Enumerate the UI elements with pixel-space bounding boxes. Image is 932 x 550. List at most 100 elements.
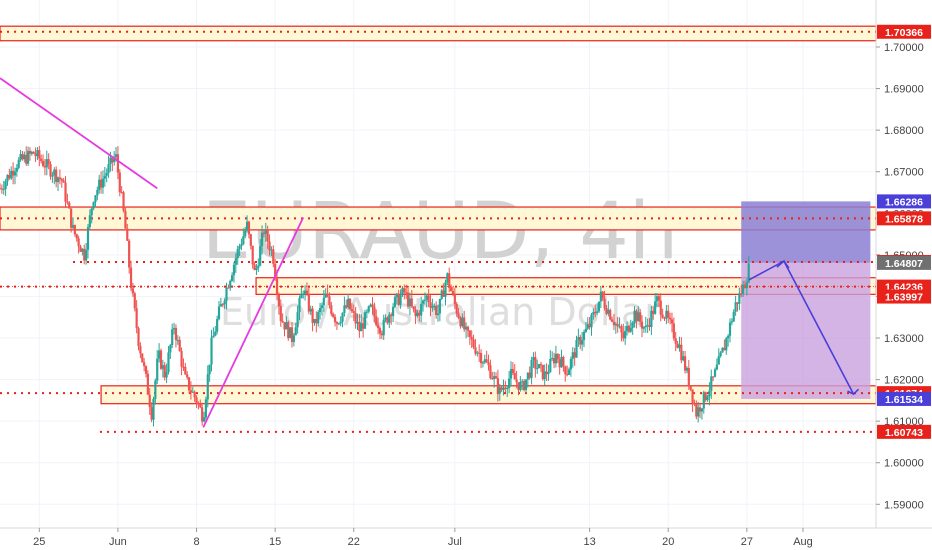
candle-body	[264, 229, 267, 234]
candle-body	[377, 325, 380, 329]
candlesticks	[0, 146, 750, 427]
candle-body	[678, 344, 681, 348]
candle-body	[311, 308, 314, 323]
candle-body	[21, 154, 24, 160]
candle-body	[721, 347, 724, 353]
candle-body	[667, 310, 670, 318]
candle-body	[373, 307, 376, 317]
candle-body	[193, 391, 196, 398]
candle-body	[468, 330, 471, 337]
candle-body	[13, 171, 17, 176]
candle-body	[146, 373, 149, 395]
candle-body	[654, 301, 657, 314]
price-label-bg	[877, 211, 931, 226]
candle-body	[169, 345, 172, 353]
time-axis[interactable]: 25 Jun 8 15 22 Jul 13 20 27 Aug	[33, 528, 813, 548]
candle-body	[479, 353, 483, 364]
candle-body	[144, 366, 148, 374]
candle-body	[148, 394, 151, 408]
candle-body	[137, 328, 140, 347]
candle-body	[418, 312, 421, 316]
candle-body	[92, 202, 95, 209]
candle-body	[129, 267, 133, 289]
candle-body	[532, 357, 535, 361]
price-label-bg	[877, 24, 931, 39]
candle-body	[691, 389, 694, 403]
candle-body	[631, 322, 634, 328]
candle-body	[201, 407, 204, 422]
candle-body	[700, 408, 704, 412]
candle-body	[496, 378, 499, 394]
candle-body	[616, 323, 619, 327]
candle-body	[156, 358, 159, 381]
candle-body	[6, 174, 9, 182]
candle-body	[500, 387, 503, 390]
candle-body	[391, 306, 395, 317]
candle-body	[738, 293, 741, 304]
candle-body	[242, 236, 245, 245]
candle-body	[674, 338, 677, 344]
candle-body	[455, 304, 458, 314]
candle-body	[545, 371, 548, 375]
candle-body	[732, 311, 735, 322]
candle-body	[508, 378, 511, 388]
candle-body	[88, 215, 91, 228]
y-tick-label: 1.59000	[884, 499, 924, 511]
candle-body	[369, 304, 372, 307]
price-label: 1.70366	[885, 27, 923, 39]
candle-body	[81, 248, 84, 252]
candle-body	[0, 188, 2, 190]
candle-body	[128, 240, 131, 268]
position-box[interactable]	[741, 201, 871, 399]
candle-body	[491, 378, 494, 380]
candle-body	[524, 379, 528, 390]
candle-body	[253, 264, 256, 270]
candle-body	[10, 170, 13, 179]
candle-body	[433, 305, 436, 307]
candle-body	[526, 372, 529, 380]
candle-body	[543, 371, 546, 380]
candle-body	[537, 364, 541, 369]
candle-body	[663, 317, 666, 319]
candle-body	[420, 303, 423, 316]
candle-body	[240, 244, 243, 247]
candle-body	[734, 302, 737, 312]
candle-body	[401, 288, 404, 296]
candle-body	[609, 309, 612, 320]
candle-body	[702, 392, 705, 409]
candle-body	[266, 229, 269, 242]
candle-body	[466, 326, 470, 331]
candle-body	[410, 298, 413, 307]
candle-body	[290, 327, 294, 342]
candle-body	[637, 312, 640, 322]
candle-body	[83, 248, 86, 261]
candle-body	[214, 331, 217, 336]
candle-body	[38, 150, 41, 159]
projection-path[interactable]	[748, 259, 860, 396]
candle-body	[345, 305, 348, 308]
candle-body	[573, 352, 576, 358]
candle-body	[58, 177, 61, 179]
candle-body	[199, 403, 202, 408]
candle-body	[644, 325, 647, 328]
price-axis[interactable]: 1.700001.690001.680001.670001.660001.650…	[876, 42, 924, 511]
candle-body	[414, 309, 417, 317]
candle-body	[519, 381, 522, 390]
candle-body	[536, 368, 539, 370]
candle-body	[244, 230, 247, 237]
candle-body	[152, 398, 155, 420]
candle-body	[624, 330, 627, 339]
price-label: 1.61534	[885, 394, 923, 406]
x-tick-label: 22	[348, 536, 360, 548]
candle-body	[245, 221, 249, 231]
candle-body	[71, 225, 75, 228]
candle-body	[184, 366, 187, 375]
candle-body	[332, 314, 335, 317]
candle-body	[305, 290, 309, 294]
trendlines[interactable]	[0, 77, 305, 428]
candle-body	[12, 170, 15, 176]
candle-body	[730, 321, 733, 323]
candle-body	[210, 337, 213, 365]
candle-body	[528, 372, 531, 378]
sr-zone	[0, 25, 877, 42]
